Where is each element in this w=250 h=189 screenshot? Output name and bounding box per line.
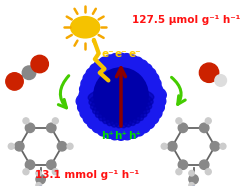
Circle shape bbox=[188, 175, 198, 184]
Ellipse shape bbox=[96, 85, 152, 107]
Circle shape bbox=[14, 142, 24, 151]
Circle shape bbox=[214, 75, 226, 86]
Ellipse shape bbox=[102, 73, 135, 124]
Ellipse shape bbox=[93, 60, 150, 133]
Circle shape bbox=[188, 183, 194, 188]
Ellipse shape bbox=[108, 72, 136, 125]
Ellipse shape bbox=[98, 75, 138, 121]
Ellipse shape bbox=[106, 71, 132, 126]
Circle shape bbox=[178, 160, 187, 169]
Circle shape bbox=[52, 118, 58, 124]
Ellipse shape bbox=[89, 64, 154, 129]
Text: h⁺: h⁺ bbox=[100, 131, 114, 141]
Ellipse shape bbox=[80, 76, 164, 115]
Circle shape bbox=[187, 187, 198, 189]
Circle shape bbox=[25, 160, 34, 169]
Circle shape bbox=[199, 123, 208, 132]
Circle shape bbox=[23, 118, 29, 124]
Circle shape bbox=[36, 170, 41, 176]
Ellipse shape bbox=[96, 57, 144, 136]
Ellipse shape bbox=[103, 75, 143, 121]
Ellipse shape bbox=[96, 86, 153, 104]
Ellipse shape bbox=[86, 67, 158, 125]
Ellipse shape bbox=[104, 54, 138, 140]
Ellipse shape bbox=[105, 53, 136, 140]
Text: e⁻: e⁻ bbox=[128, 49, 140, 59]
Ellipse shape bbox=[98, 80, 149, 114]
Circle shape bbox=[175, 118, 181, 124]
Ellipse shape bbox=[83, 72, 161, 120]
Ellipse shape bbox=[112, 70, 130, 128]
Ellipse shape bbox=[95, 77, 140, 118]
Circle shape bbox=[160, 143, 166, 149]
Ellipse shape bbox=[88, 86, 146, 104]
Circle shape bbox=[204, 118, 210, 124]
Circle shape bbox=[6, 73, 23, 90]
Circle shape bbox=[204, 169, 210, 175]
Ellipse shape bbox=[100, 78, 146, 117]
Ellipse shape bbox=[70, 17, 99, 38]
Ellipse shape bbox=[101, 55, 141, 138]
Ellipse shape bbox=[76, 78, 162, 112]
Circle shape bbox=[36, 183, 41, 188]
Ellipse shape bbox=[106, 73, 140, 123]
Text: e⁻: e⁻ bbox=[114, 49, 127, 59]
Circle shape bbox=[46, 123, 56, 132]
Ellipse shape bbox=[97, 83, 151, 110]
Circle shape bbox=[198, 63, 218, 82]
Ellipse shape bbox=[88, 85, 145, 107]
Ellipse shape bbox=[104, 54, 137, 140]
Circle shape bbox=[46, 160, 56, 169]
Ellipse shape bbox=[90, 83, 144, 110]
Ellipse shape bbox=[110, 70, 132, 127]
Ellipse shape bbox=[87, 64, 152, 129]
Circle shape bbox=[178, 123, 187, 132]
Text: e⁻: e⁻ bbox=[101, 49, 113, 59]
Ellipse shape bbox=[83, 67, 155, 125]
Circle shape bbox=[52, 169, 58, 175]
Ellipse shape bbox=[100, 55, 140, 138]
Circle shape bbox=[67, 143, 73, 149]
Ellipse shape bbox=[77, 76, 160, 115]
Ellipse shape bbox=[109, 70, 130, 127]
Circle shape bbox=[31, 55, 48, 73]
Ellipse shape bbox=[79, 78, 165, 112]
Circle shape bbox=[188, 170, 194, 176]
Text: 127.5 μmol g⁻¹ h⁻¹: 127.5 μmol g⁻¹ h⁻¹ bbox=[131, 15, 239, 26]
Circle shape bbox=[36, 175, 45, 184]
Ellipse shape bbox=[97, 57, 145, 136]
Circle shape bbox=[57, 142, 66, 151]
Ellipse shape bbox=[92, 80, 142, 114]
Circle shape bbox=[23, 169, 29, 175]
Ellipse shape bbox=[91, 60, 148, 133]
Ellipse shape bbox=[79, 80, 166, 110]
Ellipse shape bbox=[80, 72, 158, 120]
Circle shape bbox=[25, 123, 34, 132]
Text: h⁺: h⁺ bbox=[128, 131, 140, 141]
Text: h⁺: h⁺ bbox=[114, 131, 127, 141]
Circle shape bbox=[22, 66, 36, 80]
Circle shape bbox=[199, 160, 208, 169]
Circle shape bbox=[94, 68, 148, 122]
Circle shape bbox=[8, 143, 14, 149]
Circle shape bbox=[175, 169, 181, 175]
Circle shape bbox=[35, 187, 46, 189]
Circle shape bbox=[209, 142, 219, 151]
Circle shape bbox=[167, 142, 176, 151]
Text: 13.1 mmol g⁻¹ h⁻¹: 13.1 mmol g⁻¹ h⁻¹ bbox=[35, 170, 138, 180]
Ellipse shape bbox=[111, 70, 129, 128]
Circle shape bbox=[219, 143, 225, 149]
